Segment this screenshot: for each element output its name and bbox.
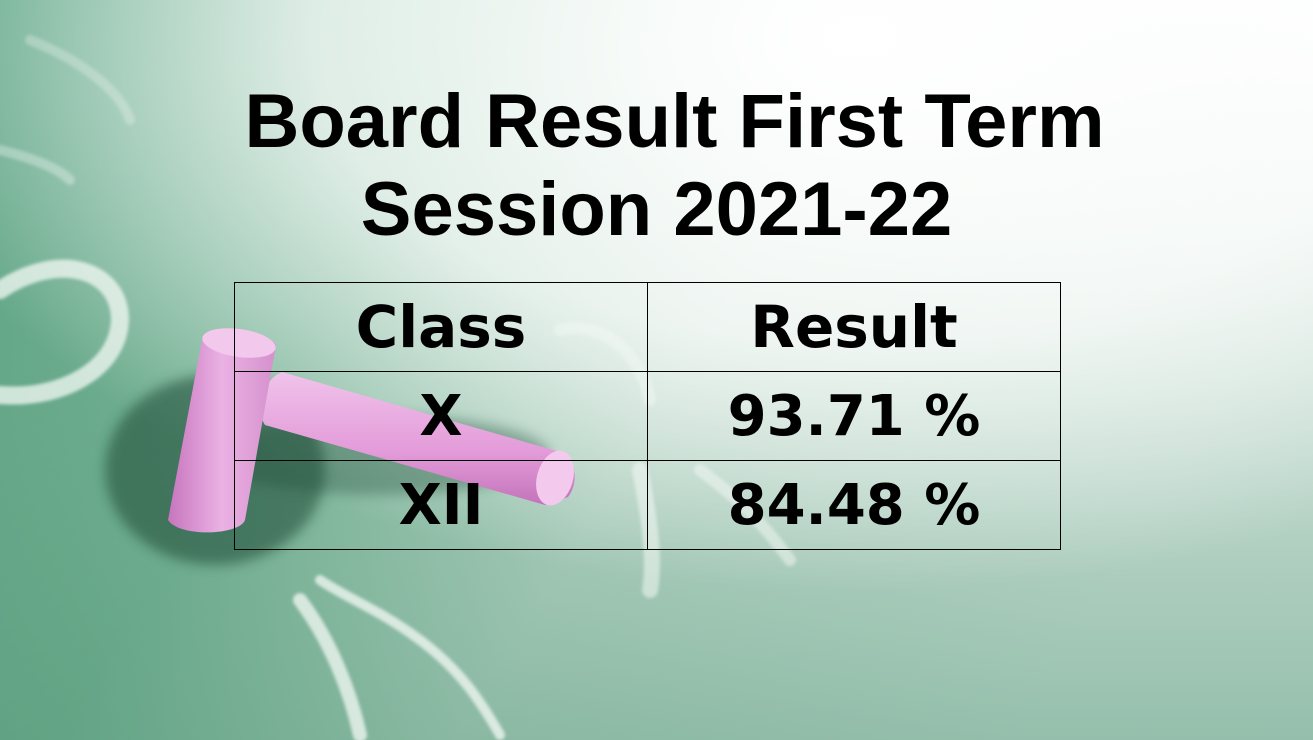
table-row: X 93.71 % [234, 371, 1061, 461]
results-table: Class Result X 93.71 % XII 84.48 % [234, 282, 1061, 550]
title-line-1: Board Result First Term [244, 79, 1105, 164]
cell-class: XII [234, 460, 648, 550]
table-header-row: Class Result [234, 282, 1061, 372]
cell-result: 84.48 % [647, 460, 1061, 550]
cell-result: 93.71 % [647, 371, 1061, 461]
cell-class: X [234, 371, 648, 461]
title-line-2: Session 2021-22 [360, 167, 953, 252]
header-result: Result [647, 282, 1061, 372]
slide-title: Board Result First Term Session 2021-22 [0, 78, 1313, 254]
table-row: XII 84.48 % [234, 460, 1061, 550]
header-class: Class [234, 282, 648, 372]
